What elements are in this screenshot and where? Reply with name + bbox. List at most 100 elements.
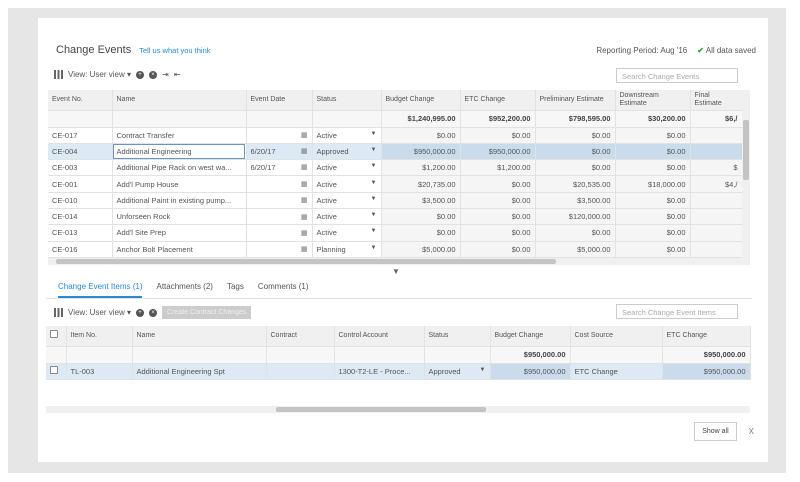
status-dropdown[interactable]: ▼ Active: [312, 175, 382, 193]
event-no-cell[interactable]: CE-003: [48, 159, 113, 177]
search-change-event-items-input[interactable]: Search Change Event Items: [616, 304, 738, 319]
calendar-icon[interactable]: ▦: [300, 181, 308, 189]
contract-cell[interactable]: [266, 363, 335, 380]
calendar-icon[interactable]: ▦: [300, 132, 308, 140]
feedback-link[interactable]: Tell us what you think: [139, 46, 211, 55]
status-dropdown[interactable]: ▼ Active: [312, 159, 382, 177]
checkbox[interactable]: [50, 330, 58, 339]
view-selector[interactable]: View: User view ▾: [68, 70, 132, 79]
cost-source-cell[interactable]: ETC Change: [570, 363, 663, 380]
calendar-icon[interactable]: ▦: [300, 246, 308, 254]
calendar-icon[interactable]: ▦: [300, 147, 308, 155]
item-name-cell[interactable]: Additional Engineering Spt: [132, 363, 267, 380]
close-icon[interactable]: X: [748, 427, 754, 436]
event-name-cell[interactable]: Contract Transfer: [112, 127, 247, 144]
items-horizontal-scrollbar[interactable]: [46, 406, 750, 413]
etc-change-cell[interactable]: $950,000.00: [662, 363, 751, 380]
status-dropdown[interactable]: ▼ Planning: [312, 241, 382, 258]
calendar-icon[interactable]: ▦: [300, 229, 308, 237]
event-name-cell[interactable]: Additional Engineering: [112, 143, 247, 161]
delete-icon[interactable]: ×: [149, 70, 158, 79]
event-date-cell[interactable]: ▦: [246, 224, 313, 242]
table-row[interactable]: CE-004 Additional Engineering ▦ 6/20/17 ▼ App…: [48, 143, 743, 161]
table-row[interactable]: CE-017 Contract Transfer ▦ ▼ Active $0.00 $0.0…: [48, 127, 743, 144]
column-header[interactable]: ETC Change: [662, 326, 751, 347]
budget-change-cell[interactable]: $950,000.00: [490, 363, 571, 380]
event-no-cell[interactable]: CE-001: [48, 175, 113, 193]
event-name-cell[interactable]: Additional Pipe Rack on west wa...: [112, 159, 247, 177]
event-date-cell[interactable]: ▦: [246, 175, 313, 193]
event-date-cell[interactable]: ▦: [246, 127, 313, 144]
column-header[interactable]: Final Estimate: [690, 90, 743, 111]
table-row[interactable]: CE-016 Anchor Bolt Placement ▦ ▼ Planning $5,…: [48, 241, 743, 258]
column-header[interactable]: Budget Change: [381, 90, 461, 111]
delete-icon[interactable]: ×: [149, 308, 158, 317]
events-horizontal-scrollbar[interactable]: [48, 258, 750, 265]
tab-attachments[interactable]: Attachments (2): [156, 282, 213, 291]
tab-tags[interactable]: Tags: [226, 282, 244, 291]
table-row[interactable]: CE-013 Add'l Site Prep ▦ ▼ Active $0.00 $0.00 $…: [48, 224, 743, 242]
event-no-cell[interactable]: CE-017: [48, 127, 113, 144]
splitter-handle-icon[interactable]: ▼: [392, 267, 400, 276]
event-name-cell[interactable]: Anchor Bolt Placement: [112, 241, 247, 258]
event-no-cell[interactable]: CE-016: [48, 241, 113, 258]
event-name-cell[interactable]: Add'l Site Prep: [112, 224, 247, 242]
chevron-down-icon[interactable]: ▼: [370, 146, 377, 153]
checkbox[interactable]: [50, 366, 58, 375]
export-icon[interactable]: ⇤: [173, 70, 181, 79]
status-dropdown[interactable]: ▼ Active: [312, 192, 382, 209]
add-icon[interactable]: +: [136, 308, 145, 317]
select-all-checkbox[interactable]: [46, 326, 67, 347]
column-header[interactable]: Preliminary Estimate: [535, 90, 616, 111]
column-header[interactable]: Name: [132, 326, 267, 347]
tab-change-event-items[interactable]: Change Event Items (1): [58, 282, 143, 298]
chevron-down-icon[interactable]: ▼: [370, 244, 377, 251]
event-no-cell[interactable]: CE-010: [48, 192, 113, 209]
column-header[interactable]: Downstream Estimate: [615, 90, 691, 111]
column-header[interactable]: Control Account: [334, 326, 425, 347]
event-no-cell[interactable]: CE-013: [48, 224, 113, 242]
status-dropdown[interactable]: ▼ Approved: [424, 363, 491, 380]
chevron-down-icon[interactable]: ▼: [370, 130, 377, 137]
column-header[interactable]: ETC Change: [460, 90, 536, 111]
column-header[interactable]: Budget Change: [490, 326, 571, 347]
event-date-cell[interactable]: ▦ 6/20/17: [246, 159, 313, 177]
table-row[interactable]: CE-010 Additional Paint in existing pump.…: [48, 192, 743, 209]
control-account-cell[interactable]: 1300-T2-LE - Proce...: [334, 363, 425, 380]
grid-view-icon[interactable]: [54, 70, 63, 79]
column-header[interactable]: Name: [112, 90, 247, 111]
column-header[interactable]: Event No.: [48, 90, 113, 111]
calendar-icon[interactable]: ▦: [300, 197, 308, 205]
calendar-icon[interactable]: ▦: [300, 213, 308, 221]
column-header[interactable]: Contract: [266, 326, 335, 347]
table-row[interactable]: CE-003 Additional Pipe Rack on west wa...…: [48, 159, 743, 177]
row-checkbox[interactable]: [46, 363, 67, 380]
chevron-down-icon[interactable]: ▼: [479, 366, 486, 373]
event-name-cell[interactable]: Unforseen Rock: [112, 208, 247, 226]
event-no-cell[interactable]: CE-004: [48, 143, 113, 161]
chevron-down-icon[interactable]: ▼: [370, 195, 377, 202]
table-row[interactable]: CE-001 Add'l Pump House ▦ ▼ Active $20,735.00…: [48, 175, 743, 193]
search-change-events-input[interactable]: Search Change Events: [616, 68, 738, 83]
tab-comments[interactable]: Comments (1): [257, 282, 309, 291]
create-contract-changes-button[interactable]: Create Contract Changes: [162, 306, 252, 319]
column-header[interactable]: Item No.: [66, 326, 133, 347]
grid-view-icon[interactable]: [54, 308, 63, 317]
show-all-button[interactable]: Show all: [694, 422, 737, 441]
column-header[interactable]: Status: [424, 326, 491, 347]
status-dropdown[interactable]: ▼ Active: [312, 224, 382, 242]
event-date-cell[interactable]: ▦: [246, 241, 313, 258]
status-dropdown[interactable]: ▼ Approved: [312, 143, 382, 161]
column-header[interactable]: Cost Source: [570, 326, 663, 347]
chevron-down-icon[interactable]: ▼: [370, 212, 377, 219]
table-row[interactable]: TL-003 Additional Engineering Spt 1300-T2-…: [46, 363, 751, 380]
chevron-down-icon[interactable]: ▼: [370, 228, 377, 235]
table-row[interactable]: CE-014 Unforseen Rock ▦ ▼ Active $0.00 $0.00 $1…: [48, 208, 743, 226]
import-icon[interactable]: ⇥: [162, 70, 169, 79]
chevron-down-icon[interactable]: ▼: [370, 179, 377, 186]
event-date-cell[interactable]: ▦ 6/20/17: [246, 143, 313, 161]
item-no-cell[interactable]: TL-003: [66, 363, 133, 380]
status-dropdown[interactable]: ▼ Active: [312, 127, 382, 144]
add-icon[interactable]: +: [136, 70, 145, 79]
event-no-cell[interactable]: CE-014: [48, 208, 113, 226]
